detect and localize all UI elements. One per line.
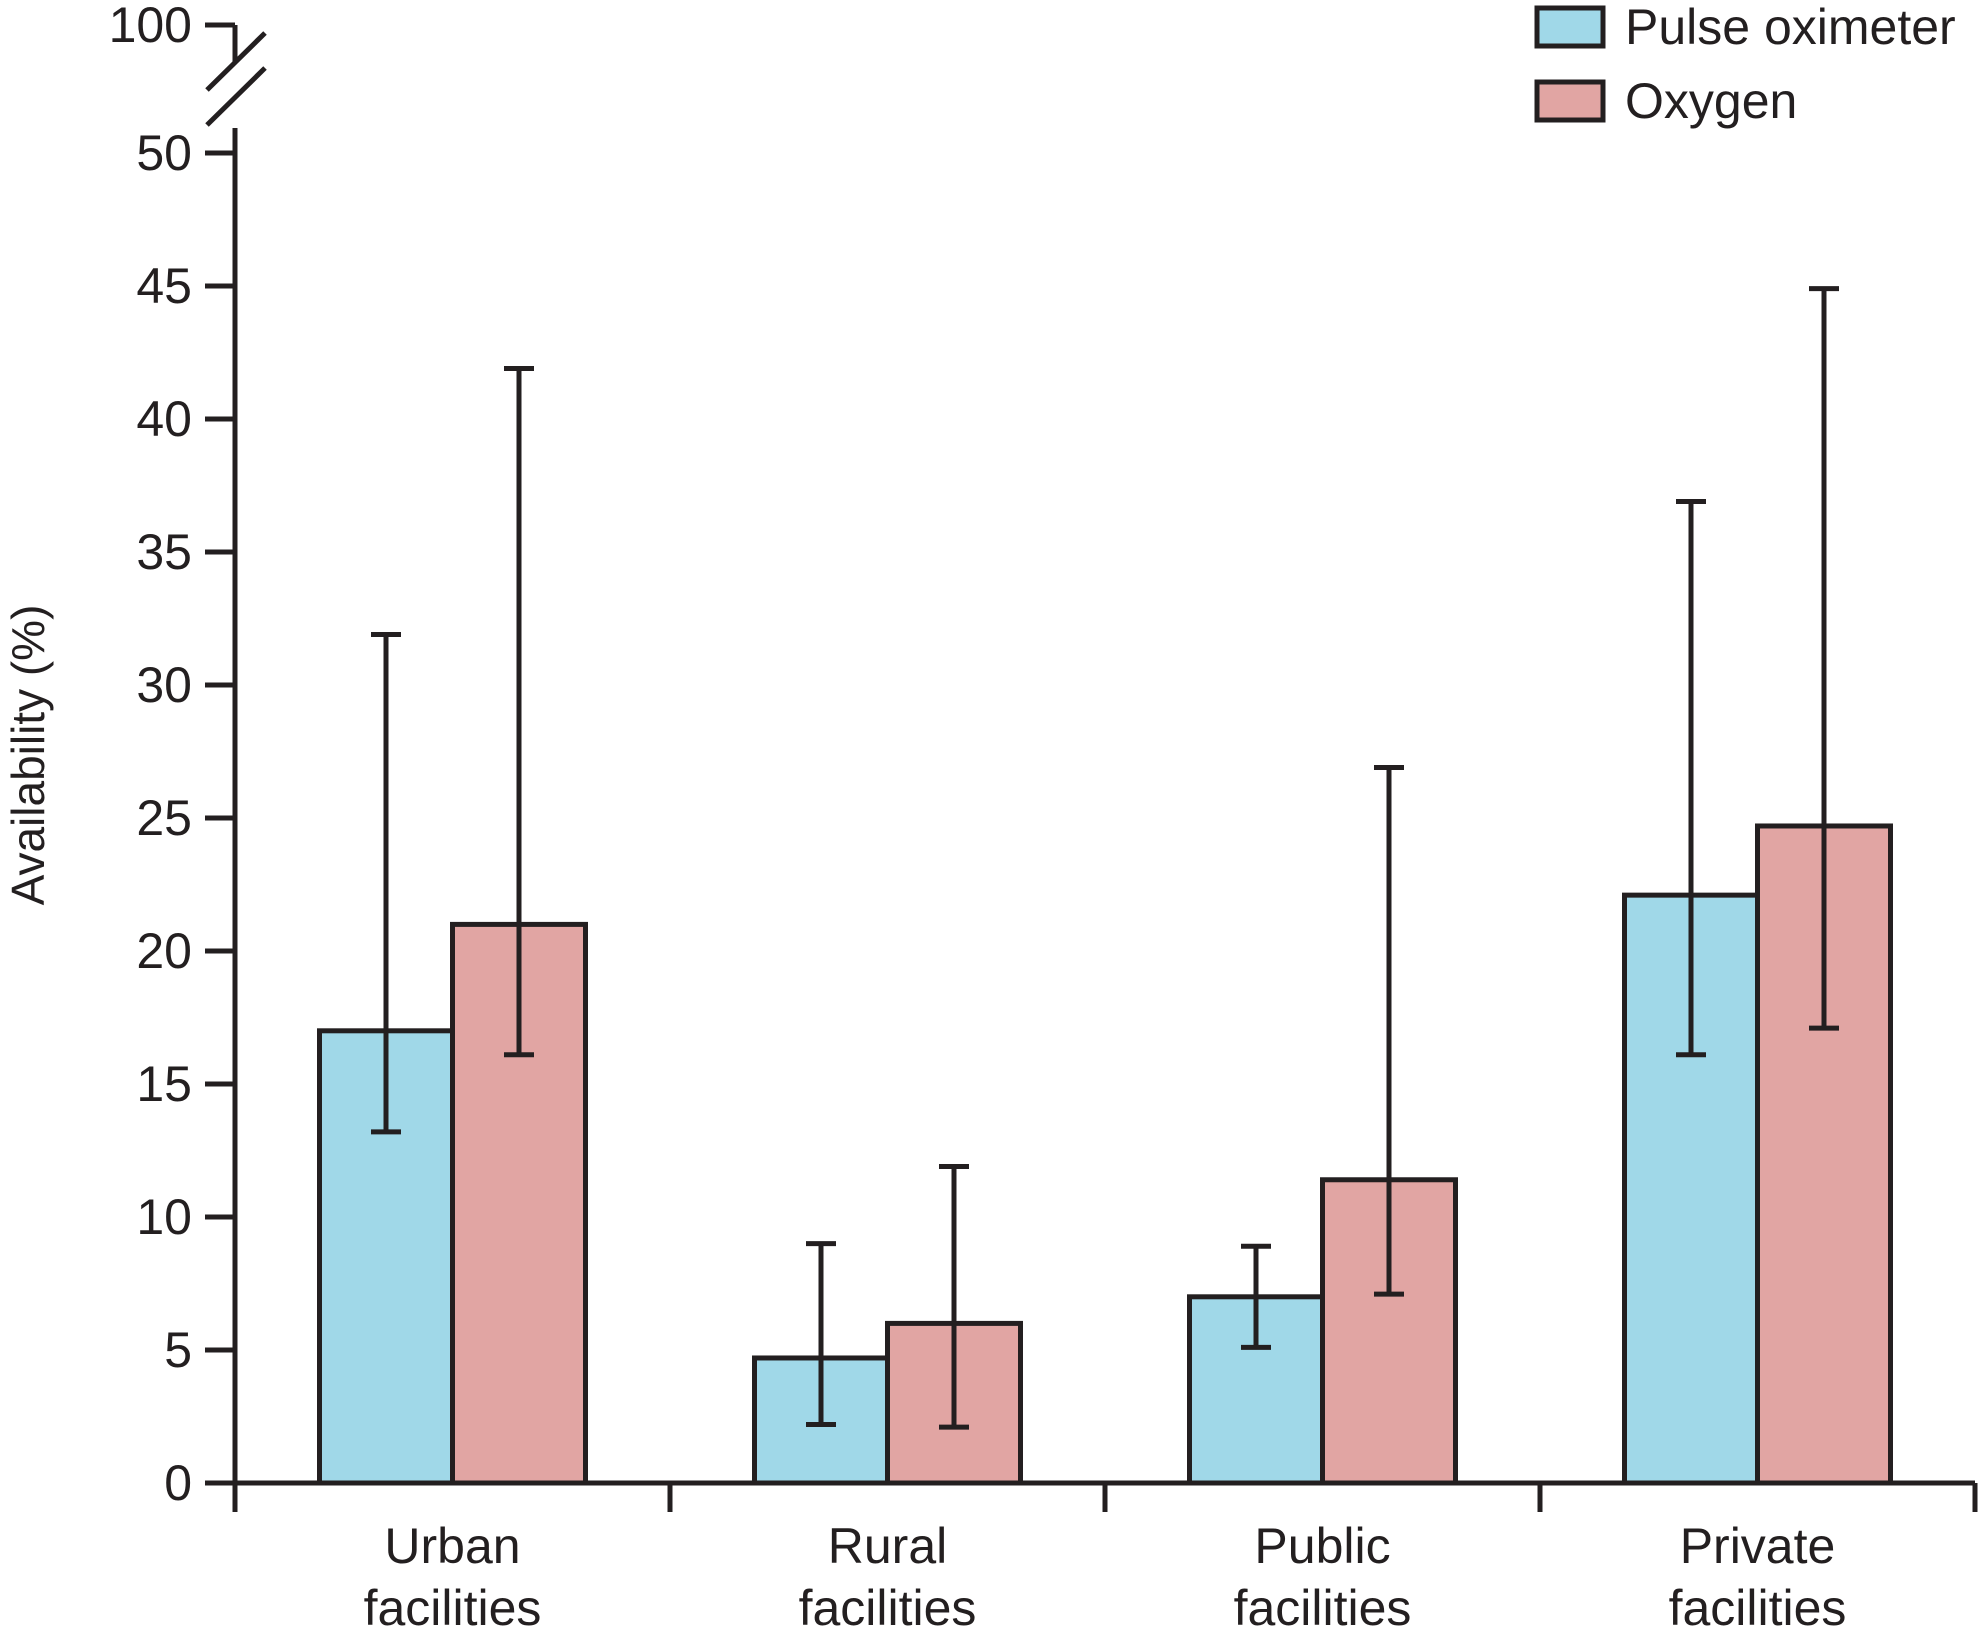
y-tick-label: 35 <box>136 524 192 580</box>
bars-layer <box>317 286 1893 1486</box>
axes-layer <box>205 25 1978 1512</box>
x-category-label-line: Public <box>1254 1518 1390 1574</box>
y-tick-label-break: 100 <box>109 0 192 53</box>
y-axis-label: Availability (%) <box>2 605 54 906</box>
legend-label: Pulse oximeter <box>1625 0 1956 55</box>
x-category-label-line: facilities <box>1669 1580 1847 1636</box>
x-category-label: Private facilities <box>1669 1518 1847 1636</box>
y-tick-label: 45 <box>136 258 192 314</box>
y-ticks-layer: 0 5 10 15 20 25 30 35 40 45 50 100 <box>109 0 235 1511</box>
axis-break-mark <box>205 31 267 92</box>
legend-swatch-oxygen <box>1534 79 1606 123</box>
y-tick-label: 5 <box>164 1322 192 1378</box>
x-category-label-line: facilities <box>364 1580 542 1636</box>
legend: Pulse oximeter Oxygen <box>1534 0 1956 129</box>
x-category-label-line: facilities <box>799 1580 977 1636</box>
x-category-label-line: Private <box>1680 1518 1836 1574</box>
y-tick-label: 20 <box>136 923 192 979</box>
x-category-label-line: Urban <box>384 1518 520 1574</box>
legend-swatch-pulse-oximeter <box>1534 5 1606 49</box>
y-tick-label: 10 <box>136 1189 192 1245</box>
x-category-label: Urban facilities <box>364 1518 542 1636</box>
x-category-label: Public facilities <box>1234 1518 1412 1636</box>
x-categories-layer: Urban facilities Rural facilities Public faci… <box>364 1518 1847 1636</box>
legend-label: Oxygen <box>1625 73 1797 129</box>
y-tick-label: 25 <box>136 790 192 846</box>
x-category-label-line: Rural <box>828 1518 947 1574</box>
y-tick-label: 0 <box>164 1455 192 1511</box>
y-tick-label: 30 <box>136 657 192 713</box>
y-tick-label: 50 <box>136 125 192 181</box>
axis-break-mark <box>205 66 267 127</box>
y-tick-label: 15 <box>136 1056 192 1112</box>
x-category-label: Rural facilities <box>799 1518 977 1636</box>
y-tick-label: 40 <box>136 391 192 447</box>
x-category-label-line: facilities <box>1234 1580 1412 1636</box>
